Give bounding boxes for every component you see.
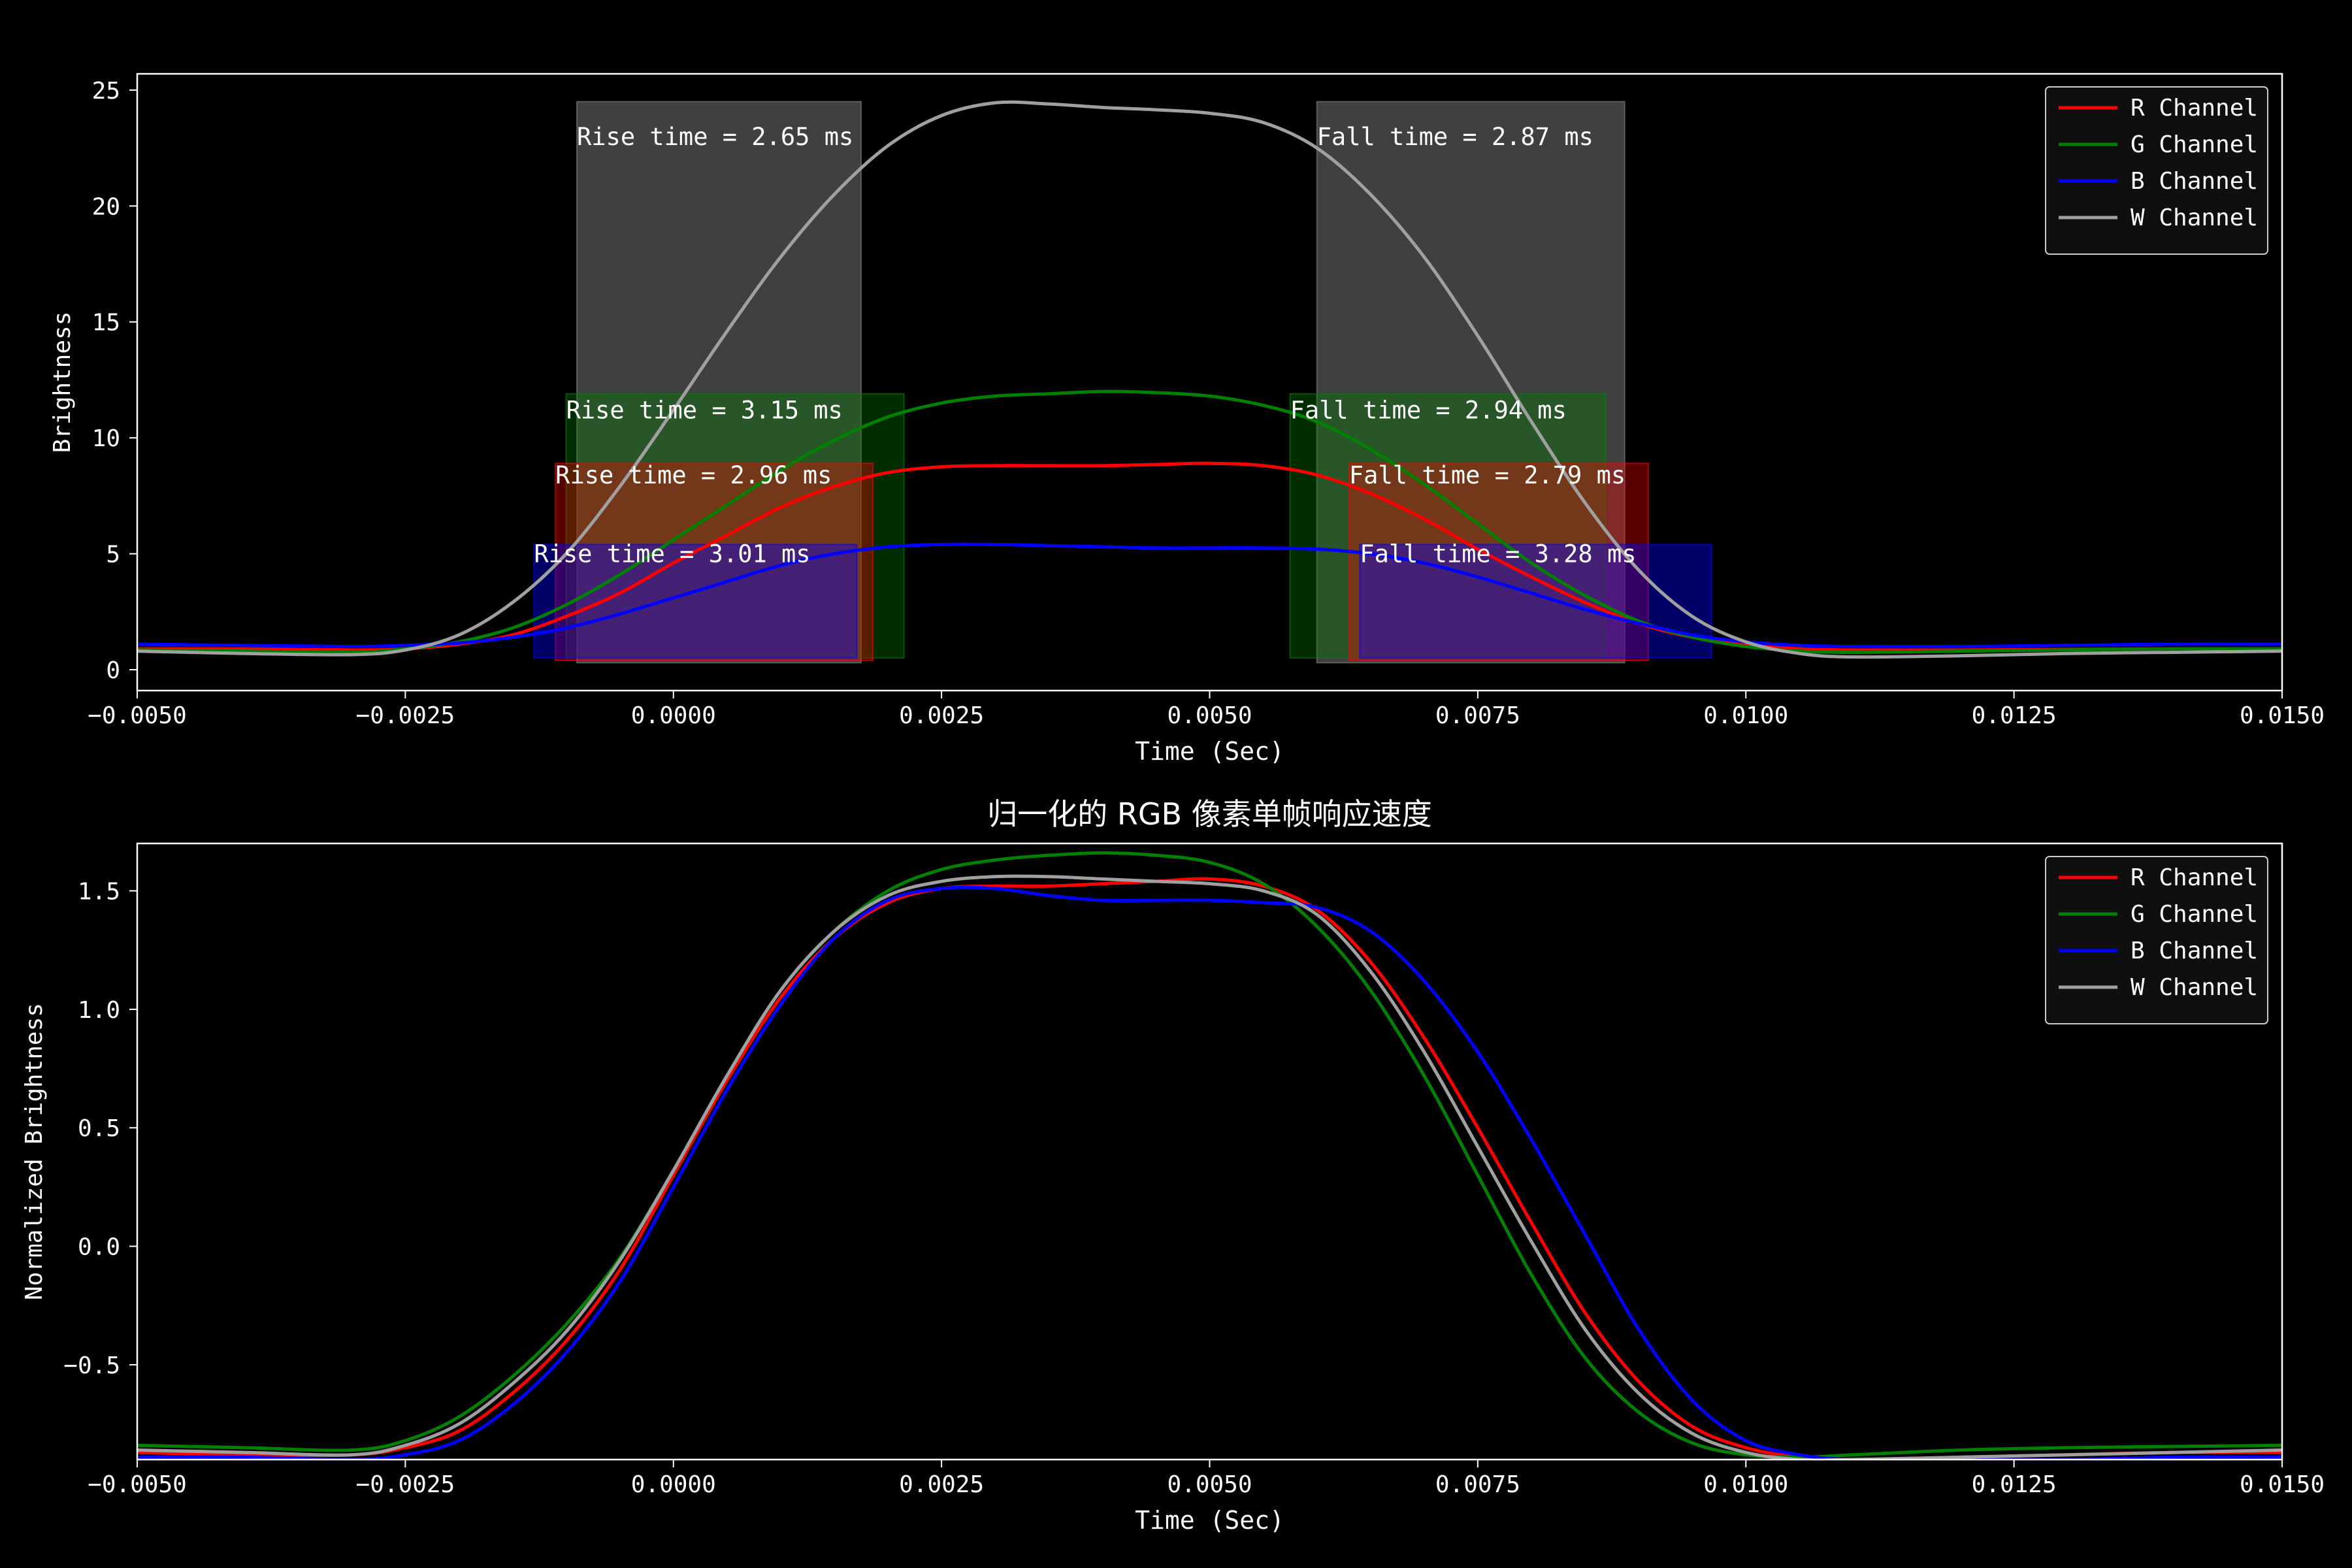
x-tick-label: 0.0000 <box>631 1471 716 1498</box>
y-tick-label: 1.0 <box>78 997 120 1024</box>
series-line-w-channel <box>137 874 2282 1460</box>
legend-entry-r-channel: R Channel <box>2131 864 2258 891</box>
annotation-r-channel-rise-time: Rise time = 2.96 ms <box>555 461 832 489</box>
annotation-g-channel-fall-time: Fall time = 2.94 ms <box>1290 397 1567 425</box>
y-tick-label: 0 <box>106 657 120 684</box>
x-tick-label: 0.0025 <box>899 1471 984 1498</box>
x-tick-label: 0.0050 <box>1167 702 1252 729</box>
x-tick-label: 0.0075 <box>1435 1471 1520 1498</box>
x-tick-label: −0.0050 <box>88 702 187 729</box>
legend-box <box>2045 856 2268 1024</box>
annotation-g-channel-rise-time: Rise time = 3.15 ms <box>566 397 843 425</box>
y-axis-label: Normalized Brightness <box>21 1003 48 1300</box>
x-tick-label: 0.0150 <box>2240 1471 2325 1498</box>
y-axis-label: Brightness <box>49 312 76 453</box>
legend-entry-g-channel: G Channel <box>2131 131 2258 158</box>
legend-entry-b-channel: B Channel <box>2131 938 2258 964</box>
x-tick-label: 0.0125 <box>1972 1471 2057 1498</box>
shaded-region-g-channel-fall-time <box>1289 393 1607 659</box>
x-tick-label: 0.0075 <box>1435 702 1520 729</box>
shaded-region-b-channel-rise-time <box>533 544 858 659</box>
x-tick-label: −0.0025 <box>356 1471 455 1498</box>
x-tick-label: 0.0000 <box>631 702 716 729</box>
shaded-region-w-channel-fall-time <box>1316 101 1625 664</box>
x-axis-label: Time (Sec) <box>1135 1506 1284 1535</box>
y-tick-label: 0.0 <box>78 1234 120 1261</box>
x-axis-label: Time (Sec) <box>1135 737 1284 766</box>
legend: R Channel G Channel B Channel W Channel <box>2045 856 2268 1024</box>
series-line-w-channel <box>137 100 2282 659</box>
legend-entry-g-channel: G Channel <box>2131 901 2258 928</box>
y-tick-label: 25 <box>92 78 120 105</box>
legend-box <box>2045 86 2268 255</box>
chart-top-brightness: Rise time = 2.65 ms Fall time = 2.87 ms Ri… <box>49 73 2325 766</box>
plot-area <box>137 843 2282 1460</box>
x-tick-label: 0.0100 <box>1703 702 1788 729</box>
legend-entry-b-channel: B Channel <box>2131 168 2258 195</box>
x-tick-label: 0.0100 <box>1703 1471 1788 1498</box>
chart-bottom-normalized: −0.0050 −0.0025 0.0000 0.0025 0.0050 0.0075 0.… <box>21 796 2325 1535</box>
legend: R Channel G Channel B Channel W Channel <box>2045 86 2268 255</box>
shaded-region-w-channel-rise-time <box>576 101 862 664</box>
y-tick-label: 15 <box>92 310 120 336</box>
annotation-b-channel-fall-time: Fall time = 3.28 ms <box>1360 540 1636 568</box>
series-line-r-channel <box>137 461 2282 652</box>
plot-area <box>137 74 2282 691</box>
legend-entry-r-channel: R Channel <box>2131 95 2258 122</box>
y-tick-label: 0.5 <box>78 1115 120 1142</box>
shaded-region-r-channel-rise-time <box>555 463 874 661</box>
x-tick-label: 0.0125 <box>1972 702 2057 729</box>
x-tick-label: 0.0050 <box>1167 1471 1252 1498</box>
x-tick-label: 0.0025 <box>899 702 984 729</box>
y-tick-label: 10 <box>92 425 120 452</box>
legend-entry-w-channel: W Channel <box>2131 204 2258 231</box>
annotation-w-channel-fall-time: Fall time = 2.87 ms <box>1317 123 1593 151</box>
series-line-g-channel <box>137 389 2282 655</box>
y-tick-label: −0.5 <box>63 1352 120 1379</box>
x-tick-label: −0.0025 <box>356 702 455 729</box>
y-tick-label: 20 <box>92 193 120 220</box>
y-tick-label: 1.5 <box>78 879 120 906</box>
x-tick-label: 0.0150 <box>2240 702 2325 729</box>
series-line-b-channel <box>137 542 2282 649</box>
chart-title: 归一化的 RGB 像素单帧响应速度 <box>987 796 1431 832</box>
plot-content <box>137 100 2282 664</box>
y-tick-label: 5 <box>106 542 120 568</box>
annotation-r-channel-fall-time: Fall time = 2.79 ms <box>1349 461 1625 489</box>
x-tick-label: −0.0050 <box>88 1471 187 1498</box>
legend-entry-w-channel: W Channel <box>2131 974 2258 1001</box>
annotation-b-channel-rise-time: Rise time = 3.01 ms <box>534 540 810 568</box>
plot-content <box>137 851 2282 1460</box>
annotation-w-channel-rise-time: Rise time = 2.65 ms <box>577 123 853 151</box>
series-line-b-channel <box>137 885 2282 1460</box>
